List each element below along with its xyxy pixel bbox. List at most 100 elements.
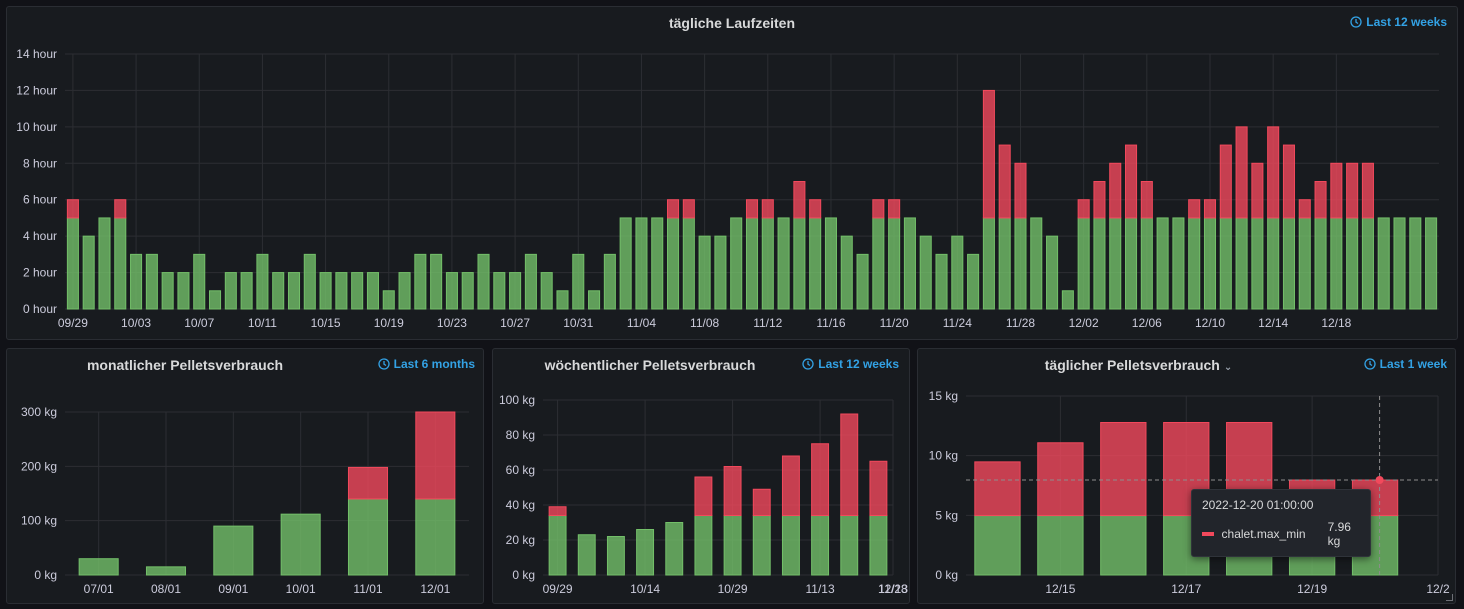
x-tick-label: 09/01 [218, 582, 248, 596]
bar-segment-red [667, 199, 680, 219]
clock-icon [802, 358, 814, 370]
bar-segment-green [1361, 217, 1374, 310]
bar-segment-green [145, 253, 158, 310]
bar-segment-green [1251, 217, 1264, 310]
bar-segment-red [1093, 181, 1106, 219]
bar-segment-green [461, 272, 474, 310]
panel-title[interactable]: monatlicher Pelletsverbrauch [86, 357, 284, 373]
bar-segment-green [224, 272, 237, 310]
tooltip-value: 7.96 kg [1327, 520, 1351, 548]
bar-segment-green [1425, 217, 1438, 310]
bar-segment-red [682, 199, 695, 219]
clock-icon [1363, 358, 1376, 370]
bar-segment-green [1203, 217, 1217, 310]
bar-segment-green [809, 217, 822, 310]
bar-segment-green [319, 272, 332, 310]
bar-segment-green [606, 536, 625, 576]
bar-segment-green [1235, 217, 1248, 310]
bar-segment-green [577, 534, 596, 576]
x-tick-label: 11/01 [353, 582, 382, 596]
bar-segment-green [730, 217, 743, 310]
bar-segment-green [415, 498, 456, 576]
bar-segment-green [1156, 217, 1169, 310]
x-tick-label: 12/02 [1069, 316, 1099, 330]
x-tick-label: 11/12 [753, 316, 782, 330]
bar-segment-green [572, 253, 585, 310]
bar-segment-green [130, 253, 143, 310]
x-tick-label: 10/19 [374, 316, 404, 330]
y-tick-label: 10 kg [929, 449, 958, 463]
bar-segment-red [1346, 162, 1359, 219]
x-tick-label: 11/20 [880, 316, 909, 330]
bar-segment-green [588, 290, 601, 310]
time-range-badge[interactable]: Last 12 weeks [1350, 15, 1447, 29]
x-tick-label: 11/04 [627, 316, 656, 330]
y-tick-label: 2 hour [23, 266, 57, 280]
bar-segment-green [1282, 217, 1295, 310]
bar-segment-green [1077, 217, 1090, 310]
y-tick-label: 4 hour [23, 229, 57, 243]
bar-segment-green [78, 558, 119, 576]
panel-title-wrap[interactable]: täglicher Pelletsverbrauch ⌄ [918, 357, 1359, 373]
bar-segment-green [382, 290, 395, 310]
x-tick-label: 12/18 [1321, 316, 1351, 330]
resize-handle[interactable] [1446, 594, 1453, 601]
bar-segment-green [414, 253, 427, 310]
x-tick-label: 10/07 [184, 316, 214, 330]
bar-chart[interactable]: 0 hour 2 hour 4 hour 6 hour 8 hour 10 hour 12 … [7, 7, 1459, 341]
bar-segment-green [636, 529, 655, 576]
bar-segment-green [872, 217, 885, 310]
x-tick-label: 11/28 [1006, 316, 1035, 330]
bar-chart[interactable]: 0 kg 5 kg 10 kg 15 kg 12/15 12/17 12/19 12/2 [918, 349, 1457, 605]
chevron-down-icon[interactable]: ⌄ [1223, 362, 1233, 373]
time-range-label: Last 6 months [393, 357, 475, 371]
bar-segment-green [445, 272, 458, 310]
bar-segment-red [1267, 126, 1280, 219]
x-tick-label: 10/03 [121, 316, 151, 330]
bar-segment-red [1163, 421, 1210, 517]
bar-segment-green [761, 217, 774, 310]
panel-monthly-pellets: monatlicher Pelletsverbrauch Last 6 mont… [6, 348, 484, 604]
time-range-badge[interactable]: Last 12 weeks [802, 357, 899, 371]
bar-segment-green [919, 235, 932, 310]
x-tick-label: 12/14 [1258, 316, 1288, 330]
bar-segment-red [1014, 162, 1027, 219]
bar-segment-red [1100, 421, 1147, 517]
y-tick-label: 14 hour [16, 47, 57, 61]
panel-title[interactable]: tägliche Laufzeiten [668, 15, 796, 31]
bar-segment-red [1077, 199, 1090, 219]
bar-segment-red [415, 411, 456, 500]
x-tick-label: 12/10 [1195, 316, 1225, 330]
bar-segment-green [114, 217, 127, 310]
y-tick-label: 40 kg [506, 498, 535, 512]
bar-segment-green [824, 217, 837, 310]
bar-segment-red [998, 144, 1011, 219]
bar-segment-green [723, 515, 742, 576]
time-range-badge[interactable]: Last 1 week [1363, 357, 1447, 371]
bar-segment-green [477, 253, 490, 310]
bar-segment-green [967, 253, 980, 310]
clock-icon [1350, 16, 1362, 28]
bar-segment-green [1014, 217, 1027, 310]
bar-segment-red [745, 199, 759, 219]
bar-chart[interactable]: 0 kg 20 kg 40 kg 60 kg 80 kg 100 kg 09/29 10/14… [493, 349, 911, 605]
bar-segment-green [856, 253, 869, 310]
y-tick-label: 0 hour [23, 302, 57, 316]
x-tick-label: 10/31 [563, 316, 593, 330]
bar-segment-green [619, 217, 632, 310]
bar-chart[interactable]: 0 kg 100 kg 200 kg 300 kg 07/01 08/01 09/01 10/… [7, 349, 485, 605]
bar-segment-green [161, 272, 174, 310]
panel-daily-runtime: tägliche Laufzeiten Last 12 weeks 0 hour… [6, 6, 1458, 340]
bar-segment-green [781, 515, 800, 576]
x-tick-label: 12/2 [1426, 582, 1450, 596]
bar-segment-green [177, 272, 190, 310]
bar-segment-red [1109, 162, 1122, 219]
time-range-badge[interactable]: Last 6 months [377, 357, 475, 371]
bar-segment-green [694, 515, 713, 576]
x-tick-label: 12/01 [420, 582, 450, 596]
bar-segment-red [811, 443, 830, 516]
bar-segment-green [635, 217, 648, 310]
panel-title[interactable]: wöchentlicher Pelletsverbrauch [544, 357, 756, 373]
x-tick-label: 10/01 [286, 582, 316, 596]
bar-segment-green [351, 272, 364, 310]
